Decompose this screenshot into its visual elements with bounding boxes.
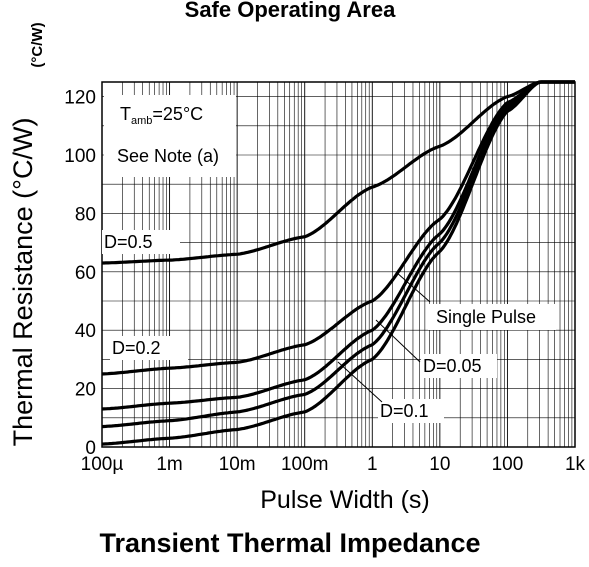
- y-tick-label: 100: [64, 146, 96, 167]
- y-unit-label: (°C/W): [29, 22, 46, 67]
- d005-label: D=0.05: [423, 356, 482, 376]
- single-pulse-label: Single Pulse: [436, 307, 536, 327]
- y-tick-label: 120: [64, 88, 96, 109]
- y-tick-label: 40: [75, 321, 96, 342]
- d02-label: D=0.2: [112, 338, 161, 358]
- x-tick-label: 100m: [281, 454, 329, 475]
- series-line-5: [101, 80, 575, 446]
- y-tick-label: 80: [75, 204, 96, 225]
- d01-leader: [337, 361, 383, 403]
- x-tick-label: 100: [492, 454, 524, 475]
- series-line-2: [101, 80, 575, 376]
- d01-label: D=0.1: [380, 401, 429, 421]
- d05-label: D=0.5: [104, 232, 153, 252]
- x-tick-label: 1m: [156, 454, 182, 475]
- y-tick-label: 0: [85, 438, 96, 459]
- legend-box-tamb: [104, 95, 236, 177]
- tamb-annotation: Tamb=25°C: [120, 104, 203, 127]
- x-tick-label: 10: [429, 454, 450, 475]
- series-line-1: [102, 80, 575, 265]
- x-tick-label: 10m: [219, 454, 256, 475]
- single-pulse-label-bg: [428, 304, 556, 330]
- x-axis-label: Pulse Width (s): [260, 486, 429, 514]
- top-chart-title: Safe Operating Area: [185, 0, 396, 22]
- data-series: [101, 80, 575, 446]
- single-pulse-leader: [395, 271, 431, 303]
- d005-label-bg: [421, 354, 497, 378]
- series-line-4: [101, 80, 575, 429]
- y-axis-label: Thermal Resistance (°C/W): [8, 118, 38, 447]
- tick-labels: 100µ 1m 10m 100m 1 10 100 1k 0 20 40 60 80 100 120: [64, 88, 585, 475]
- note-annotation: See Note (a): [117, 146, 219, 166]
- series-line-3: [101, 80, 575, 411]
- d01-label-bg: [378, 399, 444, 423]
- y-tick-label: 60: [75, 263, 96, 284]
- x-tick-label: 100µ: [81, 454, 124, 475]
- d02-label-bg: [110, 336, 188, 360]
- d005-leader: [375, 319, 421, 363]
- chart-title: Transient Thermal Impedance: [99, 528, 480, 558]
- x-tick-label: 1: [367, 454, 378, 475]
- y-tick-label: 20: [75, 380, 96, 401]
- d05-label-bg: [102, 230, 180, 254]
- x-tick-label: 1k: [565, 454, 586, 475]
- plot-frame: [101, 81, 576, 448]
